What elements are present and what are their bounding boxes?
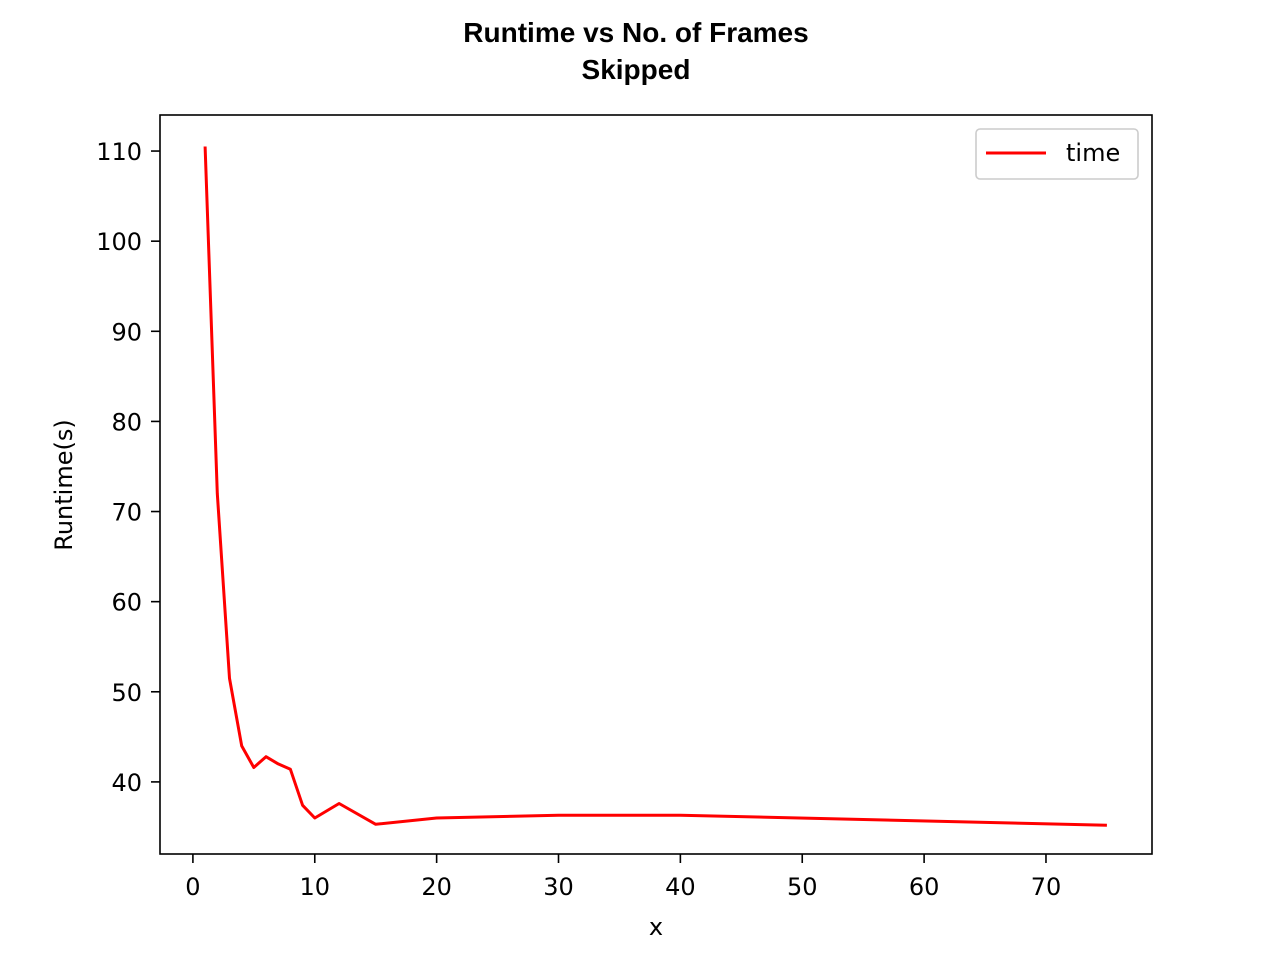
y-tick-label-40: 40 [111,769,142,797]
series-lines [203,146,1107,827]
y-tick-label-110: 110 [96,138,142,166]
y-axis-label: Runtime(s) [50,419,78,550]
plot-frame [159,114,1153,855]
legend-box [975,128,1139,180]
y-tick-label-80: 80 [111,408,142,436]
legend-label-time: time [1066,139,1120,167]
legend: time [975,128,1139,180]
y-tick-label-90: 90 [111,318,142,346]
chart-title-line2: Skipped [582,54,691,85]
x-tick-label-0: 0 [185,873,200,901]
axis-ticks: 0 10 20 30 40 50 60 70 40 50 60 70 80 90 100 110 [96,138,1061,901]
x-tick-label-60: 60 [909,873,940,901]
y-tick-label-60: 60 [111,589,142,617]
x-axis-label: x [649,913,663,941]
x-tick-label-40: 40 [665,873,696,901]
x-tick-label-50: 50 [787,873,818,901]
y-tick-label-70: 70 [111,499,142,527]
y-tick-label-100: 100 [96,228,142,256]
x-tick-label-30: 30 [543,873,574,901]
x-tick-label-70: 70 [1031,873,1062,901]
y-tick-label-50: 50 [111,679,142,707]
series-line-time [203,146,1107,827]
x-tick-label-10: 10 [299,873,330,901]
chart-title-line1: Runtime vs No. of Frames [463,17,808,48]
x-tick-label-20: 20 [421,873,452,901]
